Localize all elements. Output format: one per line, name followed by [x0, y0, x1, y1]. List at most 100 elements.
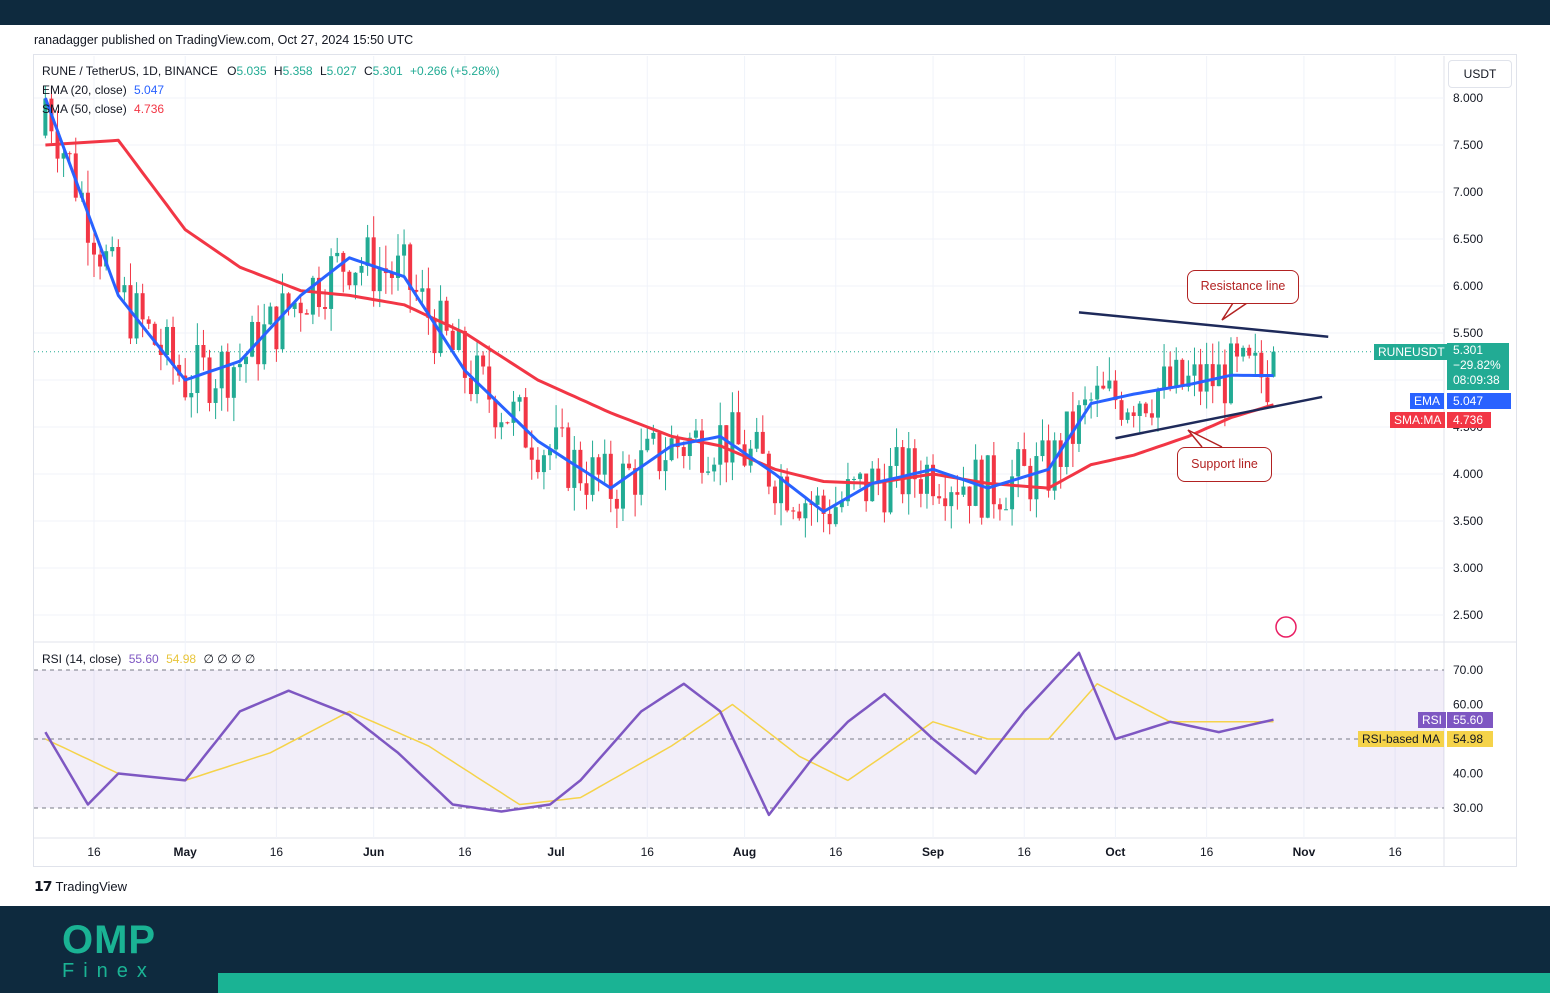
candle-body: [548, 449, 552, 456]
candle-body: [1125, 412, 1130, 420]
rsi-legend-label: RSI (14, close): [42, 652, 122, 666]
candle-body: [219, 351, 224, 389]
time-tick-label: 16: [641, 845, 655, 859]
currency-unit-button[interactable]: USDT: [1448, 60, 1512, 88]
resistance-trendline: [1078, 311, 1329, 339]
time-tick-label: Oct: [1105, 845, 1125, 859]
candle-body: [462, 330, 467, 378]
resistance-callout-pointer: [1221, 302, 1248, 321]
rsi-ma-legend-value: 54.98: [166, 652, 197, 666]
candle-body: [657, 432, 662, 472]
candle-body: [353, 272, 358, 286]
sma-legend[interactable]: SMA (50, close) 4.736: [42, 102, 164, 116]
high-label: H: [273, 64, 283, 78]
candle-body: [183, 375, 188, 398]
sma-tag-label: SMA:MA: [1390, 412, 1446, 428]
candle-body: [736, 412, 741, 445]
candle-body: [1174, 359, 1179, 388]
candle-body: [1180, 359, 1185, 387]
candle-body: [262, 324, 267, 365]
candle-body: [1089, 399, 1094, 401]
candle-body: [335, 252, 340, 257]
candle-body: [523, 397, 528, 448]
candle-body: [912, 448, 917, 480]
time-tick-label: 16: [1200, 845, 1214, 859]
close-value: 5.301: [372, 64, 403, 78]
candle-body: [614, 498, 619, 509]
candle-body: [408, 244, 413, 290]
candle-body: [979, 459, 984, 518]
candle-body: [712, 464, 717, 472]
candle-body: [250, 321, 255, 357]
candle-body: [1210, 364, 1215, 387]
top-bar: [0, 0, 1550, 25]
candle-body: [1222, 364, 1227, 404]
candle-body: [146, 319, 151, 324]
candle-body: [535, 459, 540, 473]
candle-body: [700, 430, 704, 473]
candle-body: [1010, 476, 1015, 510]
price-tick-label: 6.000: [1453, 279, 1483, 293]
candle-body: [244, 356, 248, 365]
rsi-tick-label: 60.00: [1453, 698, 1483, 712]
candle-body: [627, 463, 632, 469]
candle-body: [1228, 343, 1233, 404]
ema-tag-value: 5.047: [1447, 393, 1511, 409]
candle-body: [164, 326, 169, 356]
candle-body: [92, 242, 96, 255]
tradingview-footer[interactable]: 𝟭𝟳 TradingView: [34, 878, 127, 895]
candle-body: [955, 492, 960, 495]
candle-body: [438, 300, 443, 354]
time-tick-label: 16: [1018, 845, 1032, 859]
candle-body: [450, 330, 455, 350]
candle-body: [61, 153, 66, 159]
candle-body: [1216, 364, 1221, 387]
candle-body: [1156, 389, 1160, 418]
close-label: C: [364, 64, 373, 78]
candle-body: [1040, 440, 1045, 457]
candle-body: [420, 288, 425, 292]
candle-body: [1046, 440, 1051, 491]
candle-body: [1022, 449, 1027, 466]
candle-body: [456, 330, 461, 350]
open-value: 5.035: [236, 64, 267, 78]
candle-body: [67, 153, 72, 155]
candle-body: [596, 457, 601, 475]
bottom-stripe: [218, 973, 1550, 993]
time-tick-label: Nov: [1293, 845, 1316, 859]
candle-body: [602, 453, 607, 475]
candle-body: [876, 468, 881, 483]
trading-chart[interactable]: 8.0007.5007.0006.5006.0005.5005.0004.500…: [0, 0, 1550, 906]
bar-countdown: 08:09:38: [1453, 373, 1500, 387]
candle-body: [152, 323, 157, 345]
rsi-legend-extra: ∅ ∅ ∅ ∅: [203, 652, 256, 666]
rsi-legend[interactable]: RSI (14, close) 55.60 54.98 ∅ ∅ ∅ ∅: [42, 652, 255, 666]
time-tick-label: 16: [270, 845, 284, 859]
candle-body: [1271, 351, 1276, 377]
candle-body: [1004, 509, 1008, 511]
finex-logo: Finex: [62, 960, 156, 982]
candle-body: [286, 293, 291, 309]
candle-body: [280, 293, 285, 350]
resistance-callout: Resistance line: [1187, 270, 1299, 304]
ema-legend[interactable]: EMA (20, close) 5.047: [42, 83, 164, 97]
candle-body: [98, 254, 103, 267]
candle-body: [468, 377, 473, 395]
symbol-tag: RUNEUSDT: [1374, 344, 1449, 360]
candle-body: [1028, 465, 1033, 500]
candle-body: [110, 246, 115, 252]
candle-body: [572, 449, 577, 488]
candle-body: [73, 153, 78, 198]
candle-body: [706, 471, 711, 473]
low-label: L: [319, 64, 327, 78]
support-callout-pointer: [1187, 429, 1223, 448]
time-tick-label: Jun: [363, 845, 384, 859]
candle-body: [760, 431, 765, 454]
candle-body: [681, 447, 686, 457]
candle-body: [803, 503, 808, 519]
candle-body: [323, 307, 328, 309]
candle-body: [797, 511, 802, 519]
candle-body: [1186, 375, 1191, 387]
price-tick-label: 4.000: [1453, 467, 1483, 481]
ema-legend-label: EMA (20, close): [42, 83, 127, 97]
